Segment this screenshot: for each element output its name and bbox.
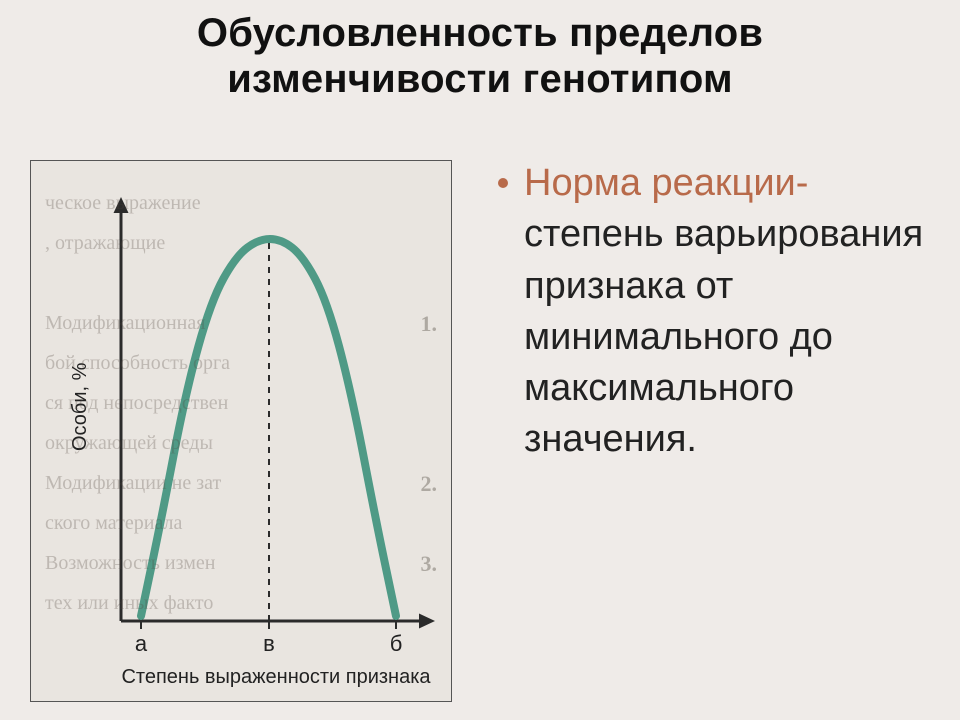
- chart-ghost-layer: ческое выражение , отражающие Модификацион…: [31, 161, 451, 701]
- ghost-text-line: ческое выражение: [45, 191, 201, 215]
- content-row: ческое выражение , отражающие Модификацион…: [30, 150, 930, 700]
- bullet-row: Норма реакции- степень варьирования приз…: [498, 158, 930, 466]
- ghost-text-line: ся под непосредствен: [45, 391, 228, 415]
- title-line-2: изменчивости генотипом: [227, 57, 733, 101]
- bullet-accent: Норма реакции-: [524, 162, 808, 204]
- bullet-dot-icon: [498, 178, 508, 188]
- ghost-number: 3.: [421, 551, 438, 577]
- ghost-text-line: Модификации не зат: [45, 471, 221, 495]
- chart-column: ческое выражение , отражающие Модификацион…: [30, 150, 470, 710]
- text-column: Норма реакции- степень варьирования приз…: [470, 150, 930, 700]
- slide: Обусловленность пределов изменчивости ге…: [0, 0, 960, 720]
- ghost-number: 1.: [421, 311, 438, 337]
- ghost-text-line: , отражающие: [45, 231, 165, 255]
- ghost-text-line: окружающей среды: [45, 431, 213, 455]
- ghost-text-line: Модификационная: [45, 311, 205, 335]
- bullet-rest: степень варьирования признака от минимал…: [524, 213, 923, 460]
- ghost-text-line: Возможность измен: [45, 551, 215, 575]
- ghost-text-line: тех или иных факто: [45, 591, 213, 615]
- title-line-1: Обусловленность пределов: [197, 11, 763, 55]
- bullet-text: Норма реакции- степень варьирования приз…: [524, 158, 930, 466]
- ghost-text-line: бой способность орга: [45, 351, 230, 375]
- chart-box: ческое выражение , отражающие Модификацион…: [30, 160, 452, 702]
- ghost-number: 2.: [421, 471, 438, 497]
- ghost-text-line: ского материала: [45, 511, 182, 535]
- slide-title: Обусловленность пределов изменчивости ге…: [0, 10, 960, 102]
